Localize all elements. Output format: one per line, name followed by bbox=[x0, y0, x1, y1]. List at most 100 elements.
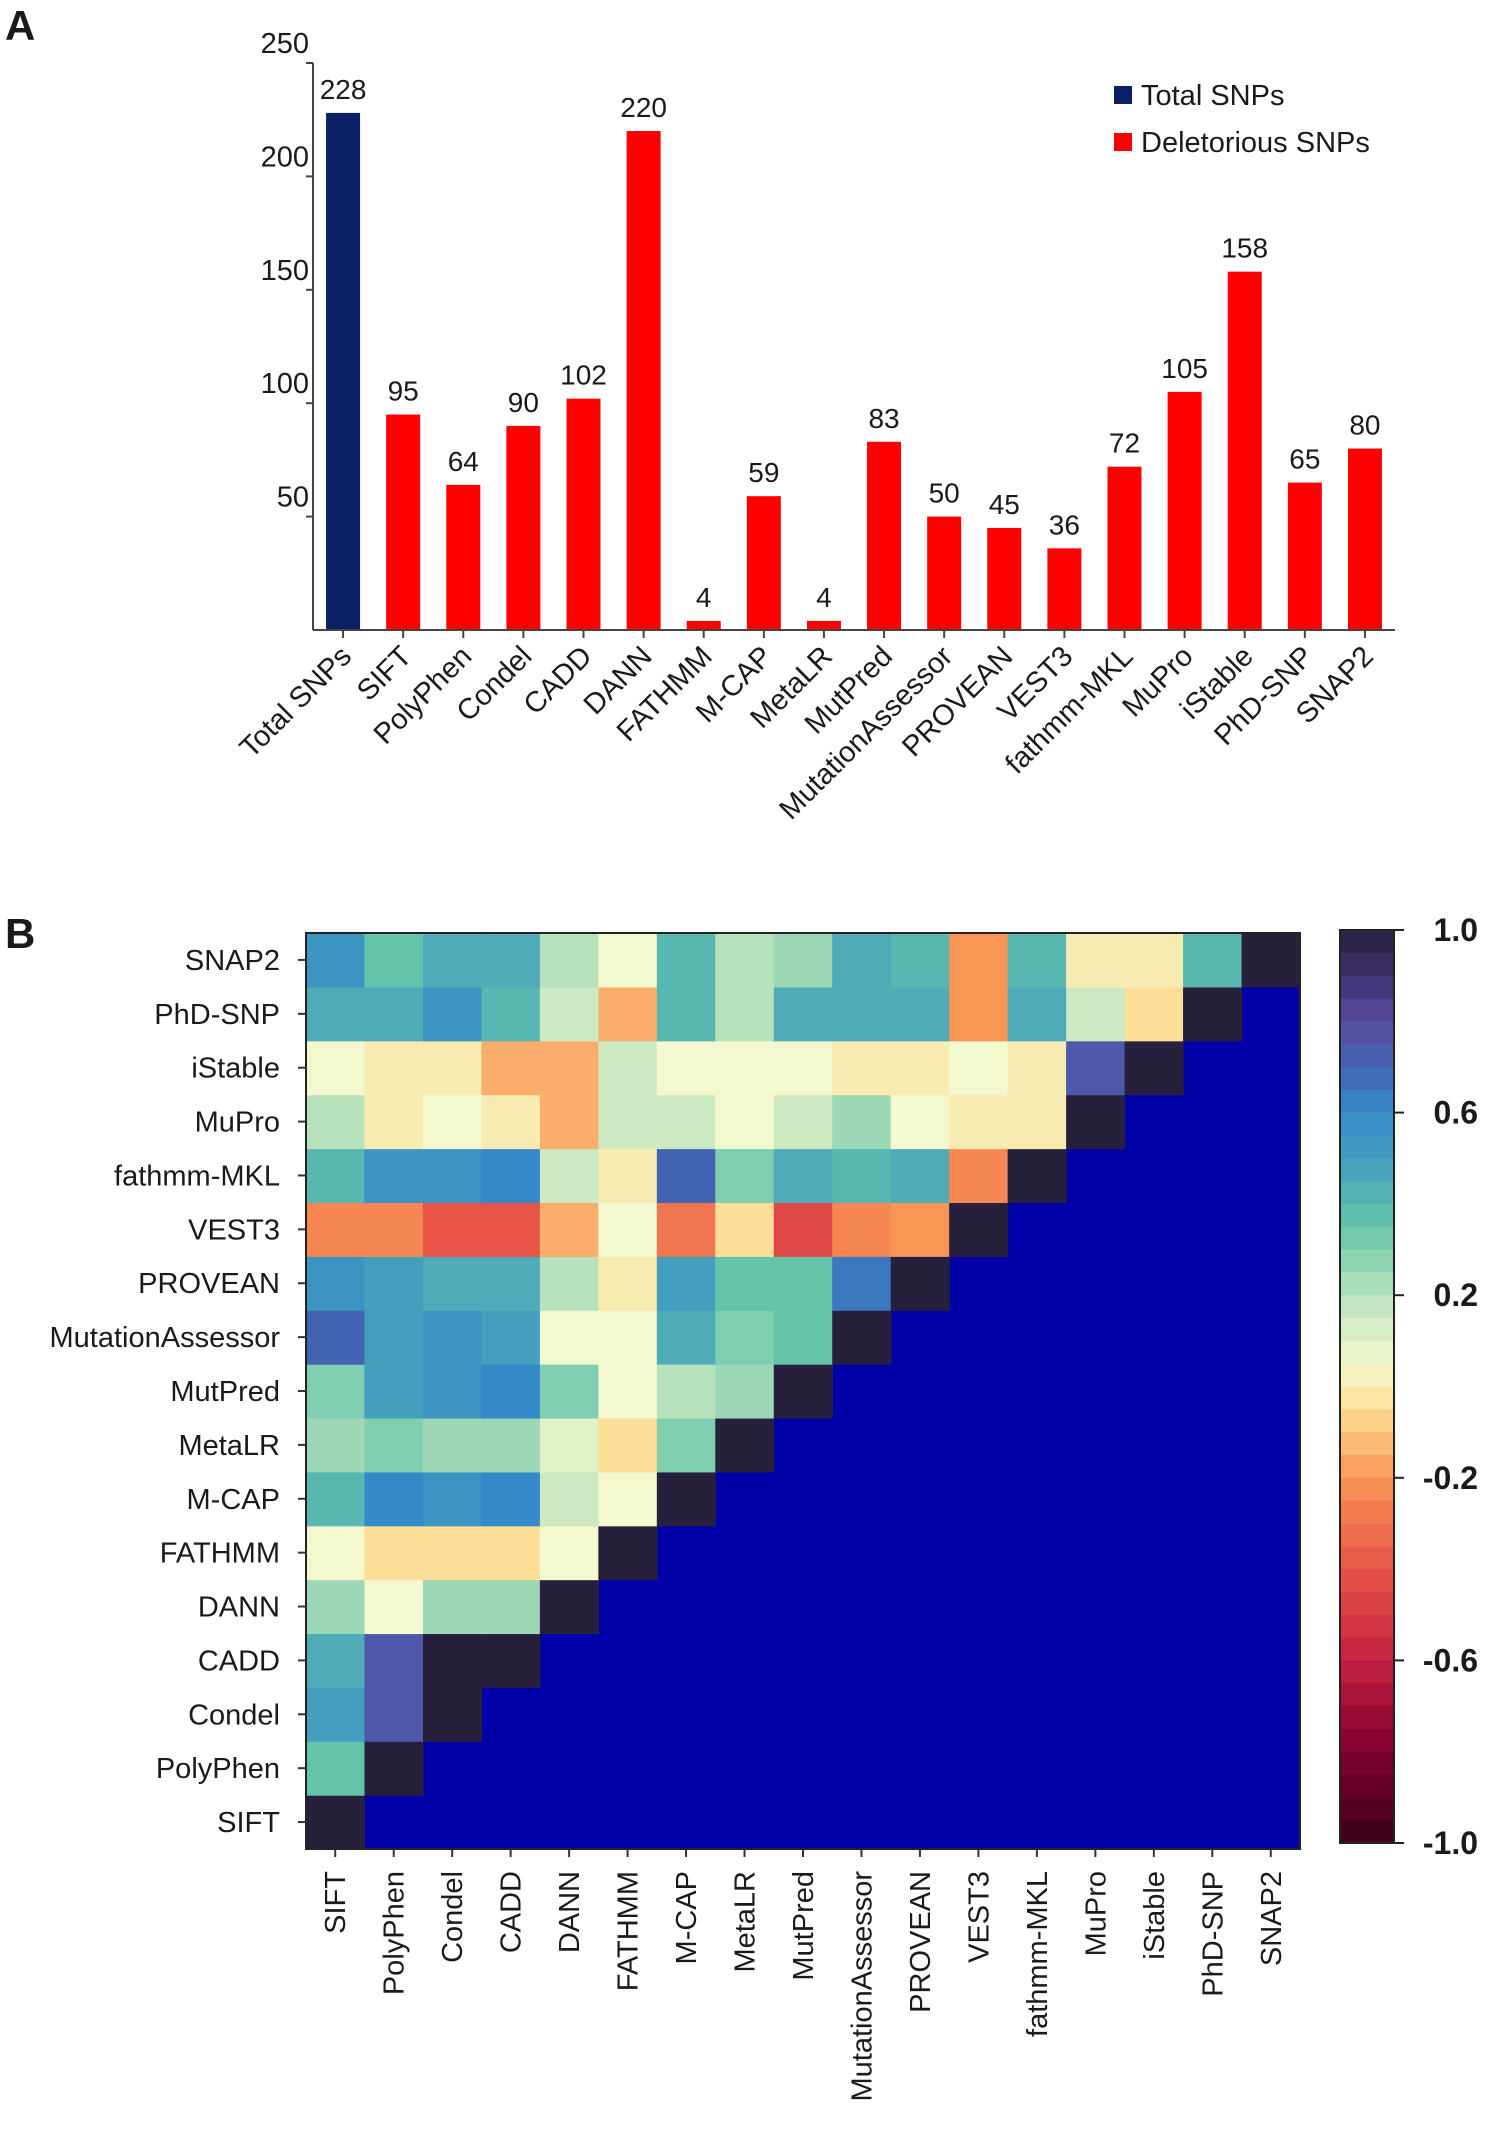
heatmap-cell-phd-snp-m-cap bbox=[656, 986, 716, 1042]
heatmap-cell-istable-condel bbox=[422, 1040, 483, 1096]
heatmap-cell-istable-mupro bbox=[1066, 1040, 1126, 1096]
heatmap-cell-cadd-condel bbox=[422, 1633, 483, 1688]
y-tick-label: 200 bbox=[261, 141, 309, 173]
heatmap-cell-polyphen-sift bbox=[306, 1741, 366, 1796]
heatmap-cell-polyphen-polyphen bbox=[364, 1741, 424, 1796]
heatmap-cell-m-cap-dann bbox=[539, 1471, 599, 1527]
bar-fathmm bbox=[686, 620, 721, 630]
heatmap-cell-fathmm-fathmm bbox=[598, 1525, 658, 1581]
colorbar-segment bbox=[1340, 1318, 1394, 1342]
bar-value-label: 59 bbox=[748, 457, 779, 488]
heatmap-cell-metalr-m-cap bbox=[656, 1417, 716, 1473]
colorbar-segment bbox=[1340, 1454, 1394, 1479]
panel-a-label: A bbox=[5, 2, 35, 49]
bar-value-label: 158 bbox=[1221, 233, 1268, 264]
heatmap-cell-fathmm-mkl-mutationassessor bbox=[832, 1148, 892, 1204]
heatmap-cell-mupro-mutationassessor bbox=[832, 1094, 892, 1150]
bar-provean bbox=[987, 527, 1022, 630]
heatmap-cell-snap2-polyphen bbox=[364, 933, 424, 988]
x-tick-label: SIFT bbox=[320, 1871, 352, 1934]
colorbar-segment bbox=[1340, 1272, 1394, 1296]
colorbar-segment bbox=[1340, 1066, 1394, 1091]
bar-value-label: 90 bbox=[508, 387, 539, 418]
bar-metalr bbox=[806, 620, 841, 630]
heatmap-cell-fathmm-polyphen bbox=[364, 1525, 424, 1581]
x-tick-label: PolyPhen bbox=[379, 1871, 411, 1995]
heatmap-cell-mutpred-polyphen bbox=[364, 1364, 424, 1419]
heatmap-cell-mupro-vest3 bbox=[949, 1094, 1009, 1150]
heatmap-cell-istable-sift bbox=[306, 1040, 366, 1096]
heatmap-cell-fathmm-mkl-vest3 bbox=[949, 1148, 1009, 1204]
heatmap-cell-mutationassessor-condel bbox=[422, 1310, 483, 1365]
colorbar-segment bbox=[1340, 1683, 1394, 1707]
heatmap-cell-phd-snp-polyphen bbox=[364, 986, 424, 1042]
heatmap-cell-snap2-provean bbox=[890, 933, 950, 988]
heatmap-cell-cadd-polyphen bbox=[364, 1633, 424, 1688]
y-tick-label: 250 bbox=[261, 28, 309, 60]
bar-condel bbox=[506, 425, 541, 630]
heatmap-cell-sift-sift bbox=[306, 1795, 366, 1850]
heatmap-cell-mutpred-mutpred bbox=[773, 1364, 833, 1419]
colorbar-segment bbox=[1340, 1500, 1394, 1525]
y-tick-label: fathmm-MKL bbox=[114, 1160, 280, 1192]
colorbar-segment bbox=[1340, 1774, 1394, 1798]
y-tick-label: VEST3 bbox=[188, 1214, 280, 1246]
y-tick-label: DANN bbox=[198, 1592, 280, 1624]
colorbar-segment bbox=[1340, 1363, 1394, 1388]
heatmap-cell-fathmm-mkl-mutpred bbox=[773, 1148, 833, 1204]
heatmap-cell-mupro-mupro bbox=[1066, 1094, 1126, 1150]
heatmap-cell-istable-vest3 bbox=[949, 1040, 1009, 1096]
heatmap-cell-snap2-fathmm bbox=[598, 933, 658, 988]
heatmap-cell-provean-cadd bbox=[481, 1256, 541, 1311]
heatmap-cell-m-cap-m-cap bbox=[656, 1471, 716, 1527]
heatmap-cell-mutationassessor-sift bbox=[306, 1310, 366, 1365]
heatmap-cell-phd-snp-mupro bbox=[1066, 986, 1126, 1042]
heatmap-cell-mutpred-sift bbox=[306, 1364, 366, 1419]
bar-mupro bbox=[1167, 391, 1202, 630]
panel-b-label: B bbox=[5, 910, 35, 957]
y-tick-label: MutationAssessor bbox=[50, 1322, 281, 1354]
x-tick-label: MetaLR bbox=[730, 1871, 762, 1973]
heatmap-cell-snap2-mutpred bbox=[773, 933, 833, 988]
heatmap-cell-metalr-fathmm bbox=[598, 1417, 658, 1473]
bar-value-label: 72 bbox=[1109, 428, 1140, 459]
bar-value-label: 95 bbox=[388, 376, 419, 407]
colorbar-segment bbox=[1340, 1591, 1394, 1616]
heatmap-cell-metalr-dann bbox=[539, 1417, 599, 1473]
heatmap-cell-fathmm-dann bbox=[539, 1525, 599, 1581]
x-tick-label: iStable bbox=[1139, 1871, 1171, 1960]
heatmap-cell-snap2-dann bbox=[539, 933, 599, 988]
heatmap-cell-mutpred-m-cap bbox=[656, 1364, 716, 1419]
heatmap-cell-fathmm-cadd bbox=[481, 1525, 541, 1581]
colorbar-segment bbox=[1340, 998, 1394, 1022]
heatmap-cell-fathmm-mkl-fathmm bbox=[598, 1148, 658, 1204]
heatmap-cell-mupro-fathmm-mkl bbox=[1007, 1094, 1067, 1150]
heatmap-cell-vest3-condel bbox=[422, 1202, 483, 1257]
heatmap-cell-mupro-mutpred bbox=[773, 1094, 833, 1150]
y-tick-label: PROVEAN bbox=[138, 1268, 280, 1300]
heatmap-cell-provean-provean bbox=[890, 1256, 950, 1311]
heatmap-cell-vest3-metalr bbox=[715, 1202, 775, 1257]
x-tick-label: Condel bbox=[437, 1871, 469, 1963]
heatmap-cell-phd-snp-fathmm bbox=[598, 986, 658, 1042]
heatmap-cell-phd-snp-vest3 bbox=[949, 986, 1009, 1042]
heatmap-cell-provean-mutpred bbox=[773, 1256, 833, 1311]
heatmap-cell-m-cap-sift bbox=[306, 1471, 366, 1527]
heatmap-cell-vest3-mutationassessor bbox=[832, 1202, 892, 1257]
heatmap-cell-condel-condel bbox=[422, 1687, 483, 1742]
bar-value-label: 105 bbox=[1161, 353, 1208, 384]
colorbar-segment bbox=[1340, 930, 1394, 954]
heatmap-cell-phd-snp-cadd bbox=[481, 986, 541, 1042]
bar-sift bbox=[386, 414, 421, 630]
heatmap-cells bbox=[306, 933, 1301, 1850]
y-tick-label: PolyPhen bbox=[156, 1753, 280, 1785]
heatmap-cell-mutationassessor-cadd bbox=[481, 1310, 541, 1365]
heatmap-cell-phd-snp-istable bbox=[1124, 986, 1184, 1042]
heatmap-cell-snap2-snap2 bbox=[1241, 933, 1301, 988]
heatmap-cell-vest3-vest3 bbox=[949, 1202, 1009, 1257]
heatmap-cell-dann-cadd bbox=[481, 1579, 541, 1635]
x-tick-label: VEST3 bbox=[963, 1871, 995, 1963]
heatmap-cell-metalr-polyphen bbox=[364, 1417, 424, 1473]
heatmap-cell-snap2-vest3 bbox=[949, 933, 1009, 988]
colorbar-tick-label: 0.6 bbox=[1434, 1095, 1478, 1131]
